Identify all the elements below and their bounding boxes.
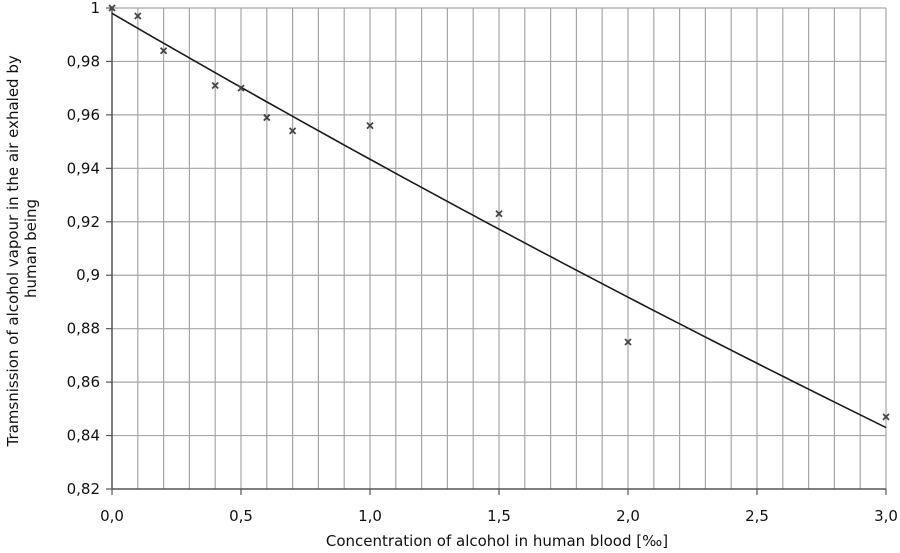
data-point-stroke (624, 338, 632, 346)
y-tick-label: 0,94 (67, 159, 100, 177)
y-tick-label: 0,92 (67, 213, 100, 231)
y-tick-label: 0,98 (67, 52, 100, 70)
data-point (108, 4, 116, 12)
y-tick-label: 0,9 (76, 266, 100, 284)
y-axis-title-line-1: Tramsnission of alcohol vapour in the ai… (4, 55, 22, 447)
data-point-stroke (495, 210, 503, 218)
data-point-stroke (108, 4, 116, 12)
y-tick-label: 1 (90, 0, 100, 17)
data-point (366, 121, 374, 130)
data-point-stroke (882, 413, 890, 421)
y-tick-labels: 0,82 0,84 0,86 0,88 0,9 0,92 0,94 0,96 0,98 1 (67, 0, 100, 498)
data-point-stroke (288, 127, 297, 135)
y-axis-title-line-2: human being (22, 199, 40, 298)
x-axis-title: Concentration of alcohol in human blood … (326, 532, 668, 550)
x-tick-label: 0,0 (100, 507, 124, 525)
data-point (882, 413, 890, 421)
data-point (495, 210, 503, 218)
y-tick-label: 0,84 (67, 427, 100, 445)
y-axis-title: Tramsnission of alcohol vapour in the ai… (4, 50, 40, 447)
data-point-stroke (134, 12, 142, 20)
data-point-stroke (237, 84, 245, 92)
data-point-stroke (159, 47, 168, 55)
data-point (624, 338, 632, 346)
data-point (134, 12, 142, 20)
data-point-stroke (263, 113, 271, 122)
data-point (237, 84, 245, 92)
y-tick-label: 0,82 (67, 480, 100, 498)
axes (106, 7, 887, 495)
data-point (211, 81, 219, 90)
x-tick-labels: 0,0 0,5 1,0 1,5 2,0 2,5 3,0 (100, 507, 898, 525)
x-tick-label: 1,0 (358, 507, 382, 525)
data-point (159, 47, 168, 55)
x-tick-label: 2,5 (745, 507, 769, 525)
y-tick-label: 0,88 (67, 320, 100, 338)
x-tick-label: 3,0 (874, 507, 898, 525)
x-tick-label: 1,5 (487, 507, 511, 525)
grid (112, 7, 887, 489)
x-tick-label: 2,0 (616, 507, 640, 525)
data-point-stroke (211, 81, 219, 90)
data-point (263, 113, 271, 122)
data-point-stroke (366, 121, 374, 130)
x-tick-label: 0,5 (229, 507, 253, 525)
scatter-points (108, 4, 890, 421)
y-tick-label: 0,86 (67, 373, 100, 391)
data-point (288, 127, 297, 135)
y-tick-label: 0,96 (67, 106, 100, 124)
